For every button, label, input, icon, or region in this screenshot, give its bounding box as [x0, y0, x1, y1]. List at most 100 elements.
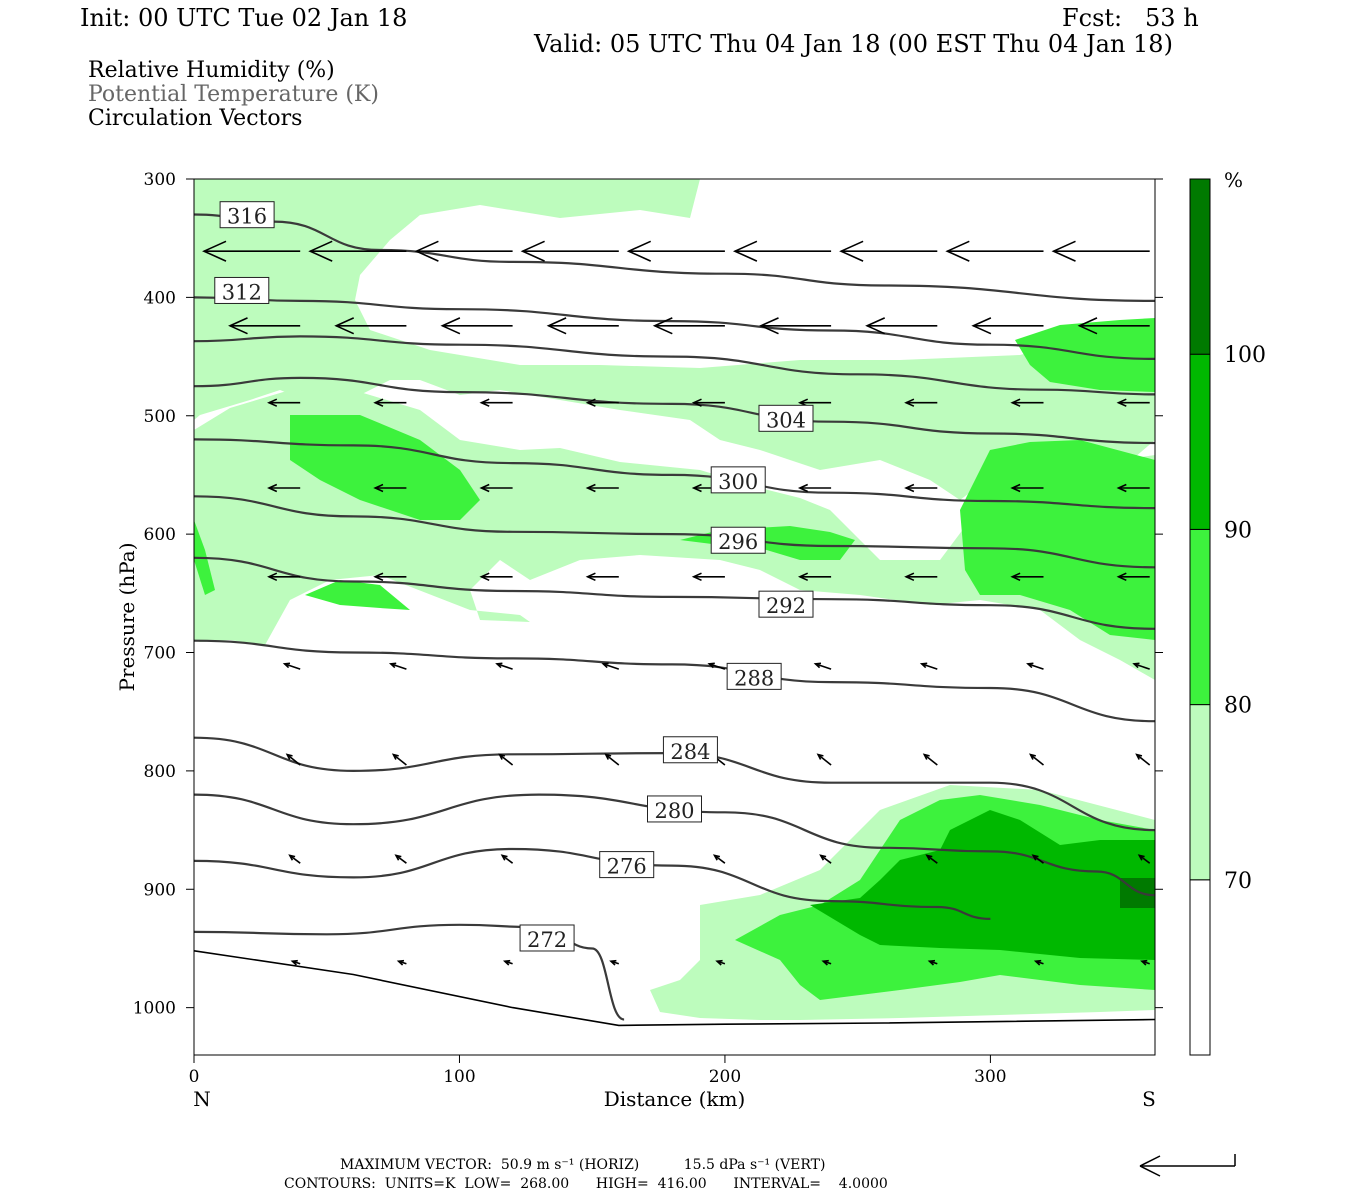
- circulation-vector: [1028, 753, 1044, 766]
- vector-head: [373, 398, 384, 407]
- vector-head: [712, 854, 721, 861]
- circulation-vector: [904, 398, 938, 407]
- vector-head: [1010, 483, 1021, 493]
- contour-label-272: 272: [527, 928, 567, 952]
- vector-head: [1116, 483, 1127, 493]
- vector-shaft: [921, 663, 938, 670]
- circulation-vector: [813, 662, 832, 670]
- circulation-vector: [652, 317, 725, 335]
- circulation-vector: [1135, 753, 1151, 766]
- vector-head: [797, 483, 809, 493]
- y-axis-label: Pressure (hPa): [115, 543, 139, 692]
- circulation-vector: [391, 753, 407, 766]
- vector-head: [821, 959, 829, 966]
- vector-shaft: [1133, 663, 1150, 670]
- vector-head: [479, 483, 490, 493]
- vector-head: [904, 398, 915, 407]
- circulation-vector: [1051, 240, 1150, 262]
- circulation-vector: [797, 572, 832, 582]
- colorbar-segment: [1189, 353, 1211, 530]
- vector-shaft: [390, 663, 407, 670]
- contour-label-box: [647, 795, 702, 823]
- vector-head: [691, 398, 702, 407]
- vector-head: [1010, 572, 1021, 582]
- vector-head: [919, 662, 928, 669]
- y-tick-label: 400: [144, 288, 176, 308]
- contour-label-group: 292: [758, 590, 814, 618]
- vector-head: [290, 959, 298, 966]
- theta-contour-280: [194, 793, 1155, 897]
- circulation-vector: [604, 753, 620, 766]
- circulation-vector: [707, 662, 726, 670]
- y-tick-label: 1000: [133, 999, 176, 1019]
- plot-frame: [193, 178, 1156, 1056]
- colorbar-unit: %: [1224, 168, 1243, 192]
- circulation-vector: [396, 959, 407, 966]
- contour-label-box: [599, 851, 655, 879]
- circulation-vector: [228, 317, 301, 335]
- colorbar-label: 70: [1224, 869, 1252, 894]
- circulation-vector: [495, 662, 513, 670]
- circulation-vector: [691, 572, 725, 582]
- colorbar-label: 100: [1224, 343, 1266, 368]
- theta-contour-316: [194, 213, 1155, 302]
- circulation-vector: [520, 240, 619, 262]
- circulation-vector: [373, 572, 407, 582]
- circulation-vector: [585, 483, 619, 493]
- contour-label-box: [519, 924, 575, 952]
- vector-head: [267, 572, 278, 582]
- vector-head: [732, 240, 758, 262]
- vector-head: [228, 317, 248, 335]
- circulation-vector: [290, 959, 301, 966]
- rh-region: [820, 179, 930, 225]
- circulation-vector: [626, 240, 725, 262]
- y-tick-label: 500: [144, 407, 176, 427]
- colorbar-label: 90: [1224, 518, 1252, 543]
- theta-contour-308: [194, 335, 1155, 396]
- vector-head: [1028, 753, 1036, 760]
- legend-circulation-vectors: Circulation Vectors: [88, 106, 303, 131]
- circulation-vector: [922, 753, 938, 766]
- vector-head: [626, 240, 652, 262]
- theta-contour-labels: 272 276 280 284 288 292 296 300 304 312 316: [214, 201, 814, 952]
- circulation-vector: [267, 483, 301, 493]
- circulation-vectors: [202, 240, 1151, 966]
- vector-head: [479, 572, 490, 582]
- circulation-vector: [927, 959, 938, 966]
- circulation-vector: [373, 483, 407, 493]
- colorbar-segment: [1189, 528, 1211, 706]
- contour-label-group: 316: [219, 201, 275, 229]
- vector-shaft: [395, 854, 407, 864]
- contour-label-group: 280: [647, 795, 702, 823]
- vector-head: [691, 572, 702, 582]
- vector-head: [373, 572, 384, 582]
- contour-label-group: 276: [599, 851, 655, 879]
- circulation-vector: [732, 240, 832, 262]
- circulation-vector: [945, 240, 1044, 262]
- rh-region: [290, 415, 480, 520]
- vector-head: [652, 317, 673, 335]
- vector-head: [1031, 854, 1039, 861]
- contour-label-group: 296: [710, 526, 766, 554]
- circulation-vector: [282, 662, 301, 670]
- circulation-vector: [1033, 959, 1044, 966]
- vector-head: [1135, 753, 1143, 760]
- colorbar-segment: [1189, 879, 1211, 1056]
- rh-region: [810, 810, 1155, 960]
- vector-shaft: [602, 663, 620, 670]
- terrain-surface: [194, 950, 1155, 1027]
- contour-label-group: 312: [214, 276, 270, 304]
- vector-head: [922, 753, 930, 760]
- y-tick-label: 700: [144, 644, 176, 664]
- rh-region: [960, 440, 1155, 640]
- rh-region: [1015, 318, 1155, 392]
- contour-label-box: [758, 590, 814, 618]
- vector-shaft: [820, 854, 832, 864]
- circulation-vector: [288, 854, 301, 864]
- vector-shaft: [1136, 753, 1151, 766]
- circulation-vector: [865, 317, 938, 335]
- vector-head: [414, 240, 439, 262]
- circulation-vector: [919, 662, 938, 670]
- x-tick-label: 100: [443, 1067, 475, 1087]
- circulation-vector: [816, 753, 832, 766]
